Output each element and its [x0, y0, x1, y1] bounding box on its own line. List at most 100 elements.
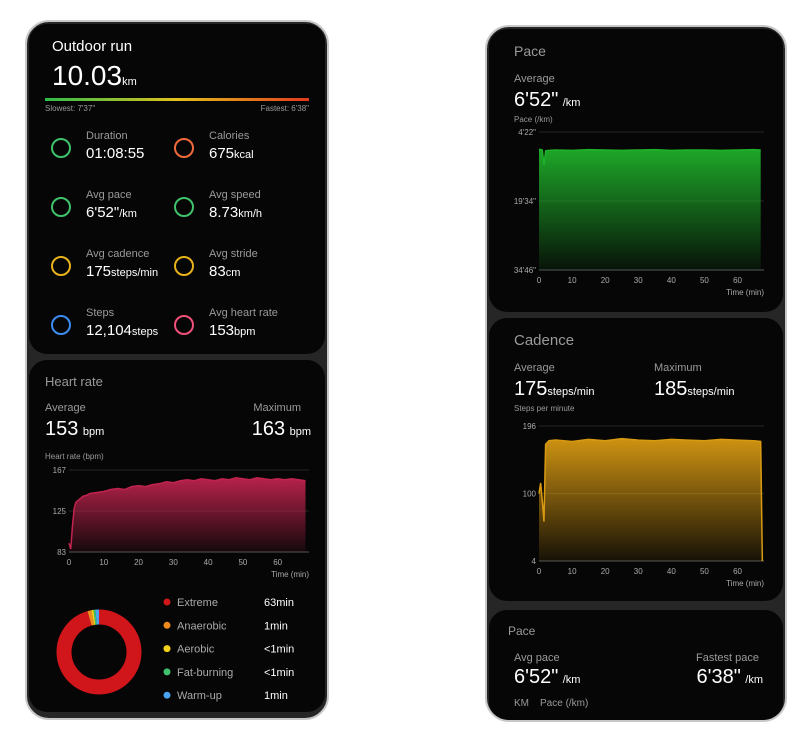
title: Pace	[508, 624, 536, 638]
label: Average	[514, 362, 555, 374]
stat: 6'52"/km	[86, 204, 137, 222]
value: 6'38"	[696, 666, 741, 688]
pace-summary-card: Pace Avg pace 6'52" /km Fastest pace 6'3…	[489, 610, 783, 720]
value: 6'52"	[514, 666, 559, 688]
legend-value: <1min	[264, 644, 294, 656]
icon	[174, 197, 194, 217]
stat-value: 83	[209, 263, 226, 280]
y-tick-label: 34'46"	[514, 266, 536, 275]
x-tick-label: 40	[667, 567, 676, 576]
average: 6'52" /km	[514, 89, 580, 112]
distance: 10.03km	[52, 60, 137, 92]
stat-unit: km/h	[238, 208, 263, 220]
slice	[56, 609, 142, 695]
value: 153	[45, 418, 79, 440]
stat-unit: /km	[119, 208, 137, 220]
stat-label: Duration	[86, 130, 128, 142]
y-tick-label: 19'34"	[514, 197, 536, 206]
x-tick-label: 50	[238, 558, 247, 567]
stat: 12,104steps	[86, 322, 158, 340]
unit: km	[122, 76, 137, 88]
pace-card: Pace Average 6'52" /km Pace (/km) 4'22" 1…	[489, 29, 783, 312]
left-phone: Outdoor run 10.03km Slowest: 7'37" Faste…	[25, 20, 329, 720]
legend-dot	[163, 621, 171, 629]
x-tick-label: 30	[634, 276, 643, 285]
title: Heart rate	[45, 374, 103, 389]
y-tick-label: 196	[523, 422, 537, 431]
slowest: Slowest: 7'37"	[45, 104, 96, 113]
x-tick-label: 10	[568, 276, 577, 285]
column: Pace (/km)	[540, 698, 589, 709]
legend-name: Warm-up	[177, 690, 222, 702]
x-label: Time (min)	[726, 288, 764, 297]
y-tick-label: 4'22"	[518, 128, 536, 137]
zones: Extreme 63min Anaerobic 1min Aerobic <1min Fat…	[56, 597, 294, 702]
stat-label: Calories	[209, 130, 250, 142]
y-tick-label: 100	[523, 490, 537, 499]
stat-value: 6'52"	[86, 204, 120, 221]
stat-unit: kcal	[234, 149, 254, 161]
area	[539, 149, 761, 270]
unit: steps/min	[687, 386, 735, 398]
x-tick-label: 0	[537, 567, 542, 576]
stat-unit: cm	[225, 267, 241, 279]
icon	[51, 138, 71, 158]
maximum: 185steps/min	[654, 378, 734, 401]
icon	[174, 315, 194, 335]
heart-card: Heart rate Average 153 bpm Maximum 163 b…	[29, 360, 325, 712]
stat: 153bpm	[209, 322, 255, 340]
legend-dot	[163, 645, 171, 653]
unit: bpm	[289, 426, 311, 438]
line	[538, 148, 761, 166]
legend-value: 1min	[264, 690, 288, 702]
y-label: Heart rate (bpm)	[45, 452, 104, 461]
unit: /km	[745, 674, 763, 686]
value: 163	[251, 418, 286, 440]
x-tick-label: 60	[733, 567, 742, 576]
x-tick-label: 20	[134, 558, 143, 567]
value: 185	[654, 378, 688, 400]
stat-label: Avg speed	[209, 189, 261, 201]
icon	[51, 315, 71, 335]
average: 175steps/min	[514, 378, 594, 401]
line	[538, 437, 764, 562]
avg-pace: 6'52" /km	[514, 666, 580, 689]
legend-value: 63min	[264, 597, 294, 609]
label: Avg pace	[514, 652, 560, 664]
title: Outdoor run	[52, 38, 133, 55]
stat-value: 8.73	[209, 204, 239, 221]
y-tick-label: 4	[532, 557, 537, 566]
stat-unit: steps	[131, 326, 159, 338]
label: Average	[514, 73, 555, 85]
line	[68, 477, 306, 550]
pace-chart: 4'22" 19'34" 34'46"0 10 20 30 40 50 60 Time (min)	[514, 128, 765, 297]
average: 153 bpm	[45, 418, 104, 441]
legend-name: Extreme	[177, 597, 218, 609]
x-tick-label: 10	[568, 567, 577, 576]
x-tick-label: 0	[67, 558, 72, 567]
legend-name: Anaerobic	[177, 620, 227, 632]
unit: bpm	[82, 426, 105, 438]
stat: 01:08:55	[86, 145, 144, 163]
y-tick-label: 125	[53, 507, 67, 516]
y-tick-label: 83	[57, 548, 66, 557]
stat-unit: steps/min	[111, 267, 159, 279]
area	[539, 438, 763, 561]
stat-label: Avg stride	[209, 248, 258, 260]
maximum: 163 bpm	[252, 418, 311, 441]
icon	[174, 256, 194, 276]
legend-name: Fat-burning	[177, 667, 233, 679]
unit: /km	[562, 674, 581, 686]
x-tick-label: 20	[601, 567, 610, 576]
x-tick-label: 10	[99, 558, 108, 567]
stat: 8.73km/h	[209, 204, 262, 222]
x-label: Time (min)	[726, 579, 764, 588]
stat-label: Steps	[86, 307, 115, 319]
x-tick-label: 60	[733, 276, 742, 285]
stat: 675kcal	[209, 145, 254, 163]
column: KM	[514, 698, 529, 709]
pace-bar	[45, 98, 309, 101]
legend-value: <1min	[264, 667, 294, 679]
stat-label: Avg cadence	[86, 248, 150, 260]
